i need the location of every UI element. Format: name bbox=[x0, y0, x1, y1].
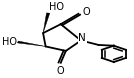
Text: N: N bbox=[78, 33, 86, 43]
Text: HO: HO bbox=[2, 37, 17, 47]
Text: O: O bbox=[56, 66, 64, 76]
Text: O: O bbox=[82, 7, 90, 17]
Polygon shape bbox=[43, 13, 50, 33]
Text: HO: HO bbox=[49, 2, 64, 12]
Polygon shape bbox=[17, 41, 46, 46]
